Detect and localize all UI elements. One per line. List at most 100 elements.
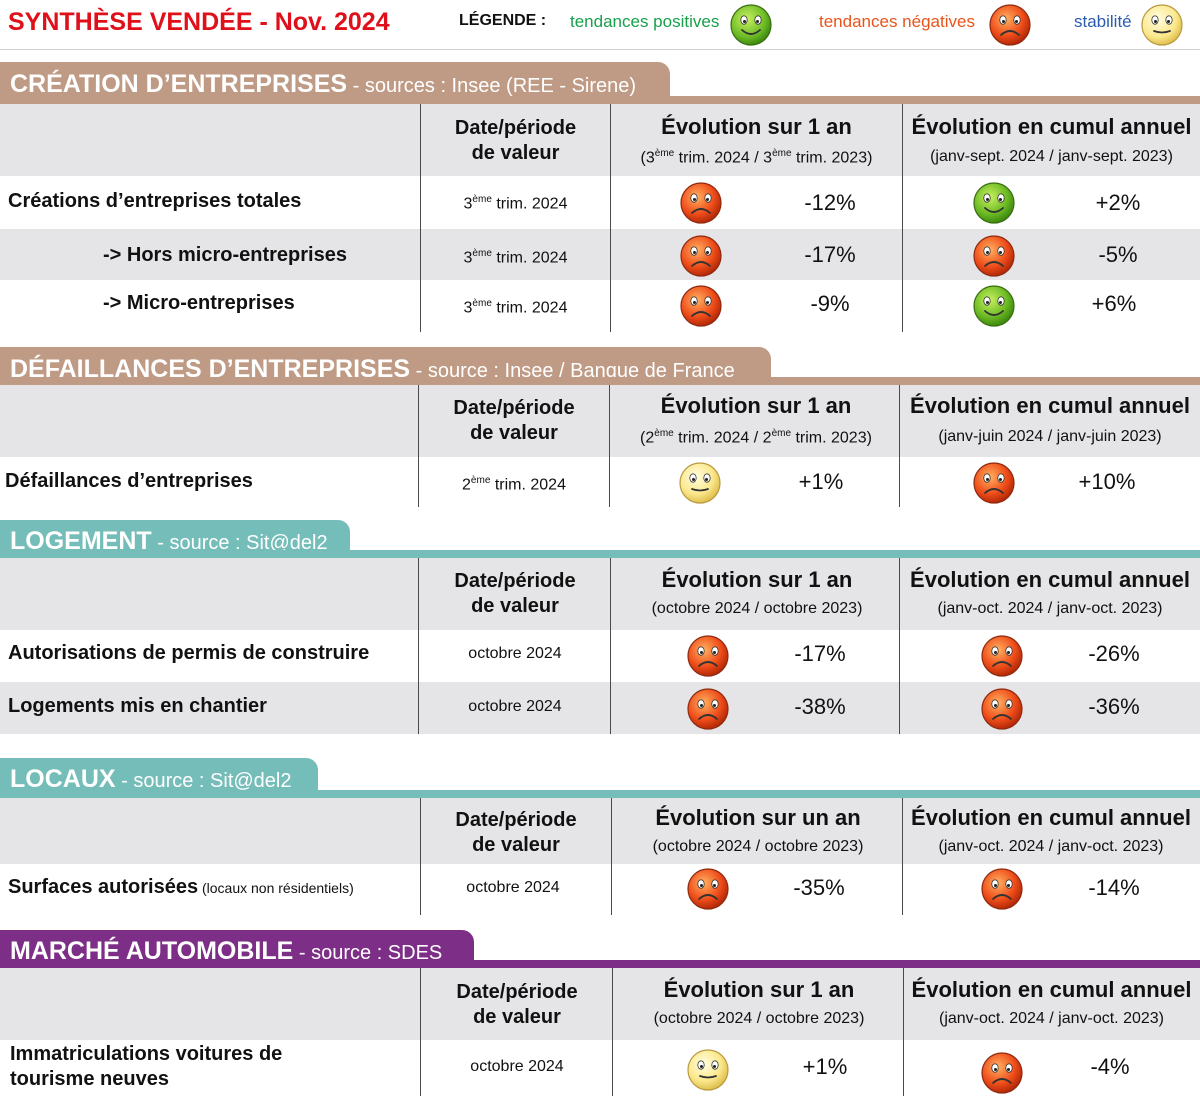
cumul-subheader: (janv-oct. 2024 / janv-oct. 2023) — [938, 838, 1164, 855]
cumul-subheader: (janv-sept. 2024 / janv-sept. 2023) — [930, 148, 1173, 165]
column-divider — [609, 385, 610, 507]
year-header: Évolution sur un an — [655, 805, 861, 830]
cumul-value: +2% — [1095, 190, 1141, 215]
yellow-neutral-icon — [678, 461, 722, 510]
row-label: Surfaces autorisées (locaux non résident… — [8, 876, 354, 898]
cumul-header: Évolution en cumul annuel — [910, 393, 1190, 418]
row-date: 3ème trim. 2024 — [463, 298, 568, 317]
section-source: - source : Sit@del2 — [151, 532, 328, 554]
section-tab: LOCAUX - source : Sit@del2 — [0, 758, 318, 796]
red-frown-icon — [980, 867, 1024, 916]
cumul-header: Évolution en cumul annuel — [911, 805, 1191, 830]
cumul-header: Évolution en cumul annuel — [911, 977, 1192, 1002]
row-date: octobre 2024 — [466, 879, 560, 896]
section-automobile: MARCHÉ AUTOMOBILE - source : SDES Date/p… — [0, 930, 1200, 1096]
red-frown-icon — [980, 1051, 1024, 1096]
column-divider — [420, 798, 421, 915]
year-header: Évolution sur 1 an — [660, 393, 852, 418]
column-divider — [420, 104, 421, 332]
top-header: SYNTHÈSE VENDÉE - Nov. 2024 LÉGENDE : te… — [0, 0, 1200, 50]
section-band — [0, 550, 1200, 558]
year-value: -38% — [794, 694, 846, 719]
row-label: Défaillances d’entreprises — [5, 470, 253, 492]
section-source: - source : SDES — [293, 942, 443, 964]
row-date: octobre 2024 — [468, 645, 562, 662]
legend-negative-text: tendances négatives — [819, 12, 975, 31]
date-header: Date/période de valeur — [454, 570, 576, 617]
cumul-value: -4% — [1090, 1054, 1130, 1079]
column-divider — [902, 798, 903, 915]
row-label: -> Hors micro-entreprises — [103, 244, 347, 266]
row-label: Immatriculations voitures de tourisme neu… — [10, 1043, 283, 1090]
legend-stable-text: stabilité — [1074, 12, 1132, 31]
red-frown-icon — [679, 181, 723, 230]
red-frown-icon — [980, 634, 1024, 683]
row-label: Logements mis en chantier — [8, 695, 267, 717]
cumul-value: -26% — [1088, 641, 1140, 666]
year-subheader: (2ème trim. 2024 / 2ème trim. 2023) — [640, 428, 872, 447]
column-divider — [899, 385, 900, 507]
year-value: -35% — [793, 875, 845, 900]
column-divider — [902, 104, 903, 332]
table-header — [0, 385, 1200, 457]
column-divider — [418, 385, 419, 507]
red-frown-icon — [972, 234, 1016, 283]
section-source: - source : Insee / Banque de France — [410, 360, 735, 382]
column-divider — [611, 798, 612, 915]
cumul-header: Évolution en cumul annuel — [911, 114, 1192, 139]
green-smiley-icon — [972, 181, 1016, 230]
section-source: - source : Sit@del2 — [115, 770, 292, 792]
yellow-neutral-icon — [1141, 4, 1183, 46]
year-header: Évolution sur 1 an — [663, 977, 855, 1002]
column-divider — [420, 968, 421, 1096]
section-defaillances: DÉFAILLANCES D’ENTREPRISES - source : In… — [0, 347, 1200, 509]
section-creation: CRÉATION D’ENTREPRISES - sources : Insee… — [0, 62, 1200, 332]
page-title: SYNTHÈSE VENDÉE - Nov. 2024 — [8, 8, 390, 36]
date-header: Date/période de valeur — [453, 397, 575, 444]
year-value: -12% — [804, 190, 856, 215]
cumul-value: -5% — [1098, 242, 1138, 267]
legend-label: LÉGENDE : — [459, 12, 547, 29]
yellow-neutral-icon — [686, 1048, 730, 1096]
year-value: +1% — [802, 1054, 848, 1079]
red-frown-icon — [972, 461, 1016, 510]
year-subheader: (octobre 2024 / octobre 2023) — [651, 600, 863, 617]
cumul-subheader: (janv-oct. 2024 / janv-oct. 2023) — [937, 600, 1163, 617]
year-header: Évolution sur 1 an — [661, 114, 852, 139]
column-divider — [612, 968, 613, 1096]
section-band — [0, 377, 1200, 385]
row-label: -> Micro-entreprises — [103, 292, 295, 314]
cumul-value: +10% — [1078, 469, 1136, 494]
date-header: Date/période de valeur — [454, 117, 577, 164]
section-band — [0, 960, 1200, 968]
year-subheader: (octobre 2024 / octobre 2023) — [652, 838, 864, 855]
row-date: octobre 2024 — [470, 1058, 564, 1075]
section-locaux: LOCAUX - source : Sit@del2 Date/période d… — [0, 758, 1200, 915]
column-divider — [610, 558, 611, 734]
red-frown-icon — [679, 234, 723, 283]
green-smiley-icon — [972, 284, 1016, 333]
table-header — [0, 104, 1200, 176]
row-date: octobre 2024 — [468, 698, 562, 715]
cumul-value: -36% — [1088, 694, 1140, 719]
row-label: Créations d’entreprises totales — [8, 190, 302, 212]
column-divider — [418, 558, 419, 734]
row-date: 3ème trim. 2024 — [463, 194, 568, 213]
column-divider — [610, 104, 611, 332]
table-header — [0, 558, 1200, 630]
column-divider — [899, 558, 900, 734]
row-date: 2ème trim. 2024 — [462, 475, 566, 494]
year-value: -9% — [810, 291, 850, 316]
red-frown-icon — [679, 284, 723, 333]
section-band — [0, 790, 1200, 798]
year-subheader: (3ème trim. 2024 / 3ème trim. 2023) — [640, 148, 873, 167]
green-smiley-icon — [730, 4, 772, 46]
cumul-value: -14% — [1088, 875, 1140, 900]
date-header: Date/période de valeur — [455, 809, 577, 856]
section-title: LOCAUX — [10, 765, 116, 793]
row-label-note: (locaux non résidentiels) — [198, 880, 354, 896]
cumul-subheader: (janv-oct. 2024 / janv-oct. 2023) — [938, 1010, 1164, 1027]
red-frown-icon — [686, 687, 730, 736]
red-frown-icon — [686, 634, 730, 683]
cumul-subheader: (janv-juin 2024 / janv-juin 2023) — [938, 428, 1162, 445]
